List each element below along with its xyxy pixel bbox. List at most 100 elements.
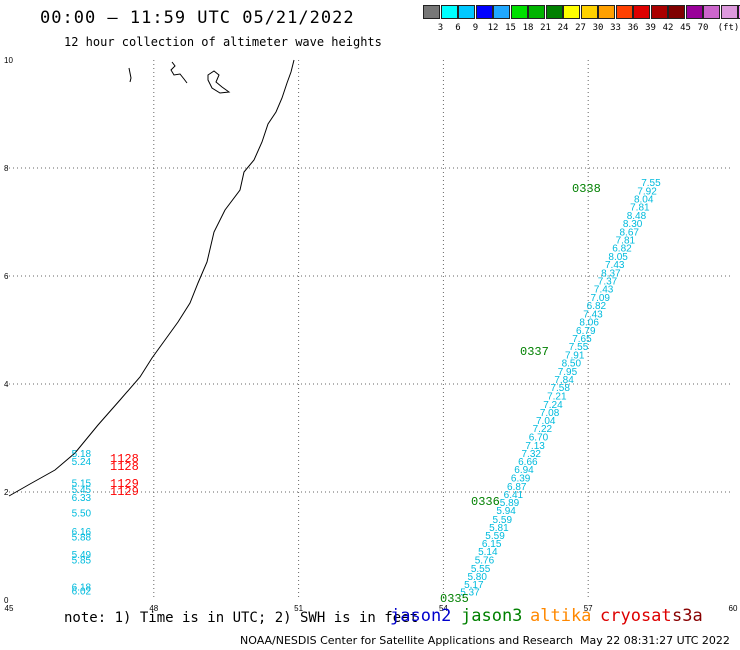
swh-value-label: 5.18 [72,449,92,460]
swh-value-label: 7.37 [598,277,618,288]
units-note: note: 1) Time is in UTC; 2) SWH is in fe… [64,610,419,626]
swh-value-label: 5.14 [478,547,498,558]
swh-value-label: 5.88 [72,533,92,544]
island-outline [128,67,132,83]
legend-swatch [580,5,598,19]
legend-tick-label: 70 [697,23,709,33]
swh-value-label: 7.09 [591,293,611,304]
pass-time-label: 0338 [572,182,601,196]
pass-time-label: 0336 [471,495,500,509]
legend-swatch [720,5,738,19]
y-tick-label: 6 [4,272,9,281]
swh-value-label: 7.21 [547,392,567,403]
legend-tick-label: 33 [610,23,621,33]
sat-label-s3a: s3a [672,606,703,626]
sat-label-altika: altika [530,606,592,626]
swh-value-label: 5.89 [500,498,520,509]
legend-tick-label: (ft) [717,23,740,33]
swh-value-label: 8.37 [601,269,621,280]
cryosat-time-label: 1128 [110,452,139,466]
x-tick-label: 54 [439,604,448,613]
cryosat-time-label: 1128 [110,460,139,474]
island-outline [170,61,188,84]
legend-swatch [598,5,615,19]
coastline [8,59,295,497]
legend-swatch [703,5,720,19]
swh-value-label: 7.55 [641,178,661,189]
swh-value-label: 7.55 [569,342,589,353]
legend-swatch [685,5,703,19]
legend-tick-label: 18 [522,23,534,33]
generated-time: May 22 08:31:27 UTC 2022 [580,634,730,647]
swh-value-label: 6.16 [72,527,92,538]
legend-swatch [510,5,528,19]
cryosat-time-label: 1129 [110,485,139,499]
swh-value-label: 8.04 [634,195,654,206]
sat-label-cryosat: cryosat [600,606,672,626]
legend-tick-label: 36 [627,23,639,33]
swh-value-label: 5.59 [493,515,513,526]
legend-swatch [738,5,740,19]
swh-value-label: 7.84 [554,375,574,386]
swh-value-label: 7.43 [583,310,603,321]
legend-tick-label: 42 [662,23,674,33]
swh-value-label: 7.92 [637,186,657,197]
legend-swatch [563,5,580,19]
swh-value-label: 6.94 [514,465,534,476]
credit-line: NOAA/NESDIS Center for Satellite Applica… [240,634,574,647]
swh-value-label: 8.48 [627,211,647,222]
swh-value-label: 5.59 [485,531,505,542]
sat-label-jason3: jason3 [461,606,523,626]
swh-value-label: 5.81 [489,523,509,534]
swh-value-label: 7.43 [605,260,625,271]
y-tick-label: 4 [4,380,9,389]
swh-value-label: 5.45 [72,485,92,496]
swh-value-label: 7.81 [630,203,650,214]
swh-value-label: 6.82 [587,301,607,312]
swh-value-label: 7.22 [533,424,553,435]
swh-value-label: 8.05 [608,252,628,263]
x-tick-label: 45 [5,604,14,613]
swh-value-label: 6.79 [576,326,596,337]
swh-value-label: 7.81 [616,236,636,247]
legend-tick-label: 9 [472,23,479,33]
swh-value-label: 6.66 [518,457,538,468]
swh-value-label: 5.37 [460,588,480,599]
legend-tick-label: 12 [487,23,499,33]
swh-value-label: 5.94 [496,506,516,517]
x-tick-label: 60 [729,604,738,613]
swh-value-label: 7.04 [536,416,556,427]
legend-tick-label: 6 [455,23,461,33]
legend-tick-label: 21 [540,23,551,33]
cryosat-time-label: 1129 [110,477,139,491]
island-outline [207,70,231,94]
swh-value-label: 5.76 [475,555,495,566]
legend-swatch [668,5,685,19]
swh-value-label: 5.80 [467,572,487,583]
legend-tick-label: 27 [575,23,586,33]
swh-value-label: 5.17 [464,580,484,591]
y-tick-label: 0 [4,596,9,605]
swh-value-label: 6.41 [504,490,524,501]
swh-value-label: 5.85 [72,555,92,566]
x-tick-label: 57 [584,604,593,613]
sat-label-jason2: jason2 [390,606,452,626]
x-tick-label: 51 [294,604,303,613]
swh-value-label: 6.15 [482,539,502,550]
swh-value-label: 7.91 [565,351,585,362]
legend-swatch [423,5,440,19]
map-subtitle: 12 hour collection of altimeter wave hei… [64,35,382,49]
legend-swatch [633,5,650,19]
swh-value-label: 5.24 [72,457,92,468]
swh-value-label: 8.67 [619,228,639,239]
swh-value-label: 8.06 [579,318,599,329]
swh-value-label: 6.33 [72,493,92,504]
swh-value-label: 7.08 [540,408,560,419]
legend-tick-label: 39 [645,23,656,33]
legend-tick-label: 30 [592,23,604,33]
swh-value-label: 5.50 [72,508,92,519]
swh-value-label: 6.82 [612,244,632,255]
swh-value-label: 5.15 [72,479,92,490]
y-tick-label: 2 [4,488,9,497]
